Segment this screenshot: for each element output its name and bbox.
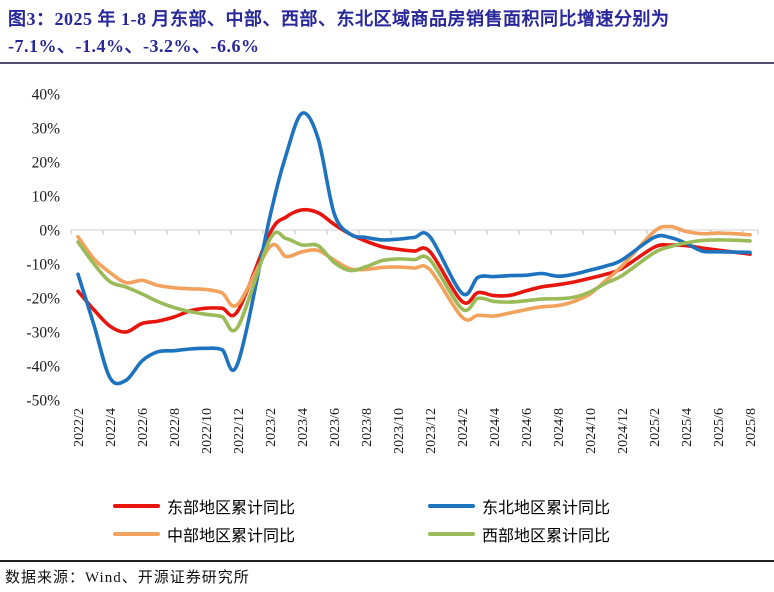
y-axis-tick-label: -30% (26, 325, 60, 342)
series-line-东北地区累计同比 (76, 111, 752, 386)
figure-title-line1: 图3：2025 年 1-8 月东部、中部、西部、东北区域商品房销售面积同比增速分… (8, 9, 670, 29)
x-axis-tick-label: 2024/2 (456, 408, 471, 447)
y-axis-tick-label: 10% (32, 189, 61, 206)
legend-line-swatch (113, 532, 160, 536)
y-axis-tick-label: -10% (26, 257, 60, 274)
legend-item: 西部地区累计同比 (428, 520, 610, 548)
legend-label: 东部地区累计同比 (167, 500, 296, 517)
x-axis-tick-label: 2022/8 (168, 408, 183, 447)
x-axis-tick-label: 2023/2 (264, 408, 279, 447)
y-axis-tick-label: 20% (32, 155, 61, 172)
y-axis-tick-label: -40% (26, 359, 60, 376)
x-axis-tick-label: 2023/8 (360, 408, 375, 447)
legend-line-swatch (113, 504, 160, 508)
legend-item: 中部地区累计同比 (113, 520, 295, 548)
x-axis-tick-label: 2024/4 (488, 408, 503, 447)
data-source-note: 数据来源：Wind、开源证券研究所 (5, 570, 250, 586)
legend-label: 东北地区累计同比 (482, 500, 611, 517)
x-axis-tick-label: 2022/10 (200, 408, 215, 454)
figure-title-line2: -7.1%、-1.4%、-3.2%、-6.6% (8, 36, 260, 56)
x-axis-tick-label: 2022/4 (104, 408, 119, 447)
x-axis-tick-label: 2023/10 (392, 408, 407, 454)
y-axis-tick-label: -20% (26, 291, 60, 308)
figure-title: 图3：2025 年 1-8 月东部、中部、西部、东北区域商品房销售面积同比增速分… (8, 6, 770, 60)
legend-label: 中部地区累计同比 (167, 528, 296, 545)
x-axis-tick-label: 2024/12 (616, 408, 631, 454)
series-line-西部地区累计同比 (76, 230, 752, 333)
x-axis-tick-label: 2022/6 (136, 408, 151, 447)
x-axis-tick-label: 2024/10 (584, 408, 599, 454)
legend-line-swatch (428, 532, 475, 536)
x-axis-tick-label: 2025/6 (712, 408, 727, 447)
x-axis-tick-label: 2023/6 (328, 408, 343, 447)
x-axis-tick-label: 2024/6 (520, 408, 535, 447)
legend-item: 东北地区累计同比 (428, 492, 610, 520)
y-axis-tick-label: 0% (39, 223, 60, 240)
x-axis-tick-label: 2022/12 (232, 408, 247, 454)
y-axis-tick-label: -50% (26, 393, 60, 410)
series-line-东部地区累计同比 (76, 207, 752, 334)
legend-column: 东部地区累计同比 中部地区累计同比 (113, 492, 295, 548)
y-axis-tick-label: 40% (32, 87, 61, 104)
source-divider (0, 560, 774, 562)
x-axis-tick-label: 2022/2 (72, 408, 87, 447)
legend-label: 西部地区累计同比 (482, 528, 611, 545)
y-axis-tick-label: 30% (32, 121, 61, 138)
x-axis-tick-label: 2023/12 (424, 408, 439, 454)
legend-item: 东部地区累计同比 (113, 492, 295, 520)
x-axis-tick-label: 2025/2 (648, 408, 663, 447)
x-axis-tick-label: 2024/8 (552, 408, 567, 447)
legend-line-swatch (428, 504, 475, 508)
title-divider (0, 62, 774, 64)
chart-legend: 东部地区累计同比 中部地区累计同比 东北地区累计同比 西部地区累计同比 (0, 492, 774, 550)
legend-column: 东北地区累计同比 西部地区累计同比 (428, 492, 610, 548)
x-axis-tick-label: 2025/8 (744, 408, 759, 447)
x-axis-tick-label: 2023/4 (296, 408, 311, 447)
x-axis-tick-label: 2025/4 (680, 408, 695, 447)
